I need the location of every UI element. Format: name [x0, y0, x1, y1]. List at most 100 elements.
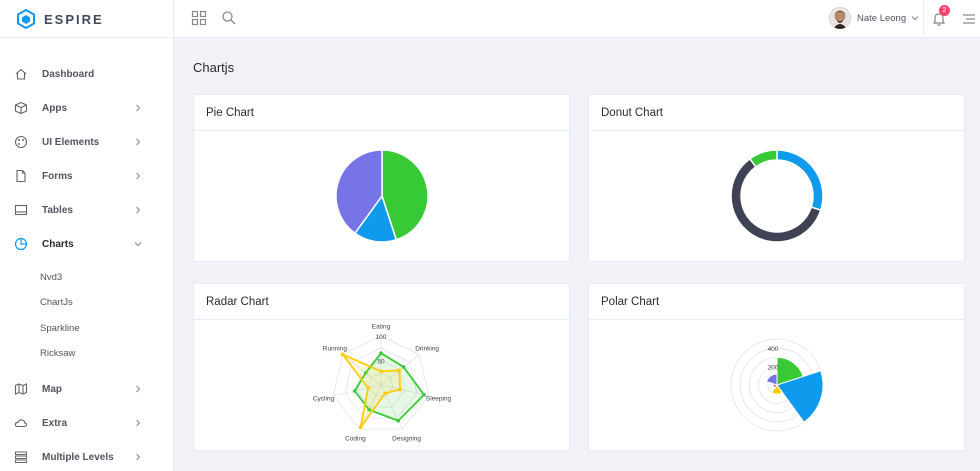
sidebar-item-tables[interactable]: Tables [0, 195, 173, 225]
pie-slice [335, 149, 383, 235]
pie-chart-icon [14, 237, 28, 251]
polar-tick-label: 400 [768, 346, 779, 353]
sidebar-item-dashboard[interactable]: Dashboard [0, 59, 173, 89]
radar-category-label: Sleeping [426, 396, 452, 403]
radar-point [366, 386, 370, 390]
chevron-right-icon [136, 104, 141, 112]
polar-tick-label: 200 [768, 365, 779, 372]
sidebar-item-ui-elements[interactable]: UI Elements [0, 127, 173, 157]
pie-slice [381, 149, 429, 241]
sidebar-item-multiple-levels[interactable]: Multiple Levels [0, 442, 173, 471]
polar-chart-card: Polar Chart 400 200 [588, 283, 965, 451]
header-divider [173, 0, 174, 38]
radar-point [363, 370, 368, 375]
radar-grid [332, 335, 430, 430]
sidebar: Dashboard Apps UI Elements Forms Tables … [0, 38, 174, 471]
grid-icon[interactable] [191, 10, 207, 26]
radar-series [353, 351, 426, 422]
radar-point [379, 351, 383, 355]
submenu-item-nvd3[interactable]: Nvd3 [40, 272, 63, 283]
radar-category-label: Running [323, 346, 348, 353]
radar-axis [333, 384, 382, 397]
radar-point [397, 368, 402, 373]
card-title: Radar Chart [194, 284, 569, 320]
cloud-icon [14, 419, 28, 428]
radar-grid [356, 360, 406, 408]
polar-chart: 400 200 [730, 338, 824, 432]
chevron-right-icon [136, 138, 141, 146]
sidebar-item-label: Tables [42, 204, 73, 216]
sidebar-item-forms[interactable]: Forms [0, 161, 173, 191]
submenu-item-sparkline[interactable]: Sparkline [40, 323, 80, 334]
avatar [829, 7, 851, 29]
radar-point [340, 352, 345, 357]
radar-axis [342, 354, 382, 386]
sidebar-item-label: Map [42, 383, 62, 395]
radar-grid [368, 372, 394, 397]
radar-tick-label: 100 [376, 334, 387, 341]
radar-tick-label: 50 [377, 359, 385, 366]
radar-point [367, 407, 371, 412]
radar-point [383, 391, 387, 396]
cube-logo-icon [17, 9, 35, 29]
logo-text: ESPIRE [44, 11, 104, 27]
pie-chart-card: Pie Chart [193, 94, 570, 262]
sidebar-item-label: UI Elements [42, 136, 100, 148]
chevron-right-icon [136, 419, 141, 427]
donut-chart [730, 149, 824, 243]
submenu-item-chartjs[interactable]: ChartJs [40, 297, 73, 308]
polar-segment [765, 373, 778, 386]
header-divider [923, 0, 924, 38]
chevron-right-icon [136, 385, 141, 393]
chevron-right-icon [136, 206, 141, 214]
radar-grid [344, 347, 418, 419]
sidebar-item-label: Multiple Levels [42, 451, 114, 463]
radar-point [398, 387, 402, 392]
pie-slice [776, 149, 824, 212]
radar-series [339, 352, 402, 428]
radar-category-label: Drinking [415, 346, 439, 353]
table-icon [14, 204, 28, 216]
chevron-down-icon [134, 242, 142, 247]
radar-chart: Eating Drinking Sleeping Designing Coding Cyc… [313, 324, 452, 443]
logo[interactable]: ESPIRE [16, 8, 104, 30]
radar-axis [359, 384, 382, 430]
polar-segment [770, 384, 784, 395]
chevron-down-icon [911, 16, 919, 21]
chevron-right-icon [136, 172, 141, 180]
top-header: ESPIRE Nate Leong 2 [0, 0, 980, 38]
card-title: Polar Chart [589, 284, 964, 320]
card-title: Donut Chart [589, 95, 964, 131]
file-icon [16, 169, 26, 183]
submenu-item-ricksaw[interactable]: Ricksaw [40, 348, 76, 359]
pie-chart [335, 149, 429, 243]
radar-point [358, 425, 363, 430]
sidebar-item-charts[interactable]: Charts [0, 229, 173, 259]
sidebar-item-apps[interactable]: Apps [0, 93, 173, 123]
user-menu[interactable]: Nate Leong [829, 7, 919, 29]
bell-icon[interactable] [931, 11, 947, 27]
radar-point [401, 365, 406, 369]
card-title: Pie Chart [194, 95, 569, 131]
sidebar-item-label: Dashboard [42, 68, 95, 80]
search-icon[interactable] [221, 10, 237, 26]
menu-icon[interactable] [961, 11, 977, 27]
radar-point [379, 369, 383, 374]
pie-slice [748, 149, 778, 168]
user-name: Nate Leong [857, 12, 907, 24]
sidebar-item-extra[interactable]: Extra [0, 408, 173, 438]
map-icon [14, 383, 28, 395]
palette-icon [14, 135, 28, 149]
sidebar-item-label: Forms [42, 170, 73, 182]
page-title: Chartjs [193, 60, 235, 75]
cube-icon [14, 101, 28, 115]
radar-point [422, 393, 426, 397]
radar-point [396, 418, 401, 423]
list-icon [15, 451, 27, 463]
radar-category-label: Designing [392, 436, 421, 443]
radar-axis [380, 384, 429, 397]
chevron-right-icon [136, 453, 141, 461]
radar-chart-card: Radar Chart Eating Drinking Sleeping Design… [193, 283, 570, 451]
sidebar-item-map[interactable]: Map [0, 374, 173, 404]
sidebar-item-label: Charts [42, 238, 74, 250]
